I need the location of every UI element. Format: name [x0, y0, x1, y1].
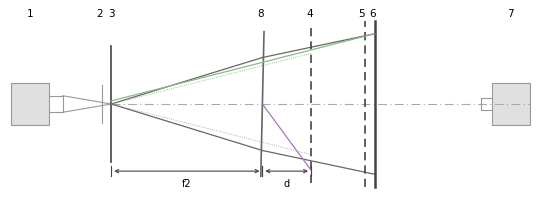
- FancyBboxPatch shape: [11, 83, 49, 125]
- Text: d: d: [283, 180, 290, 189]
- Text: 7: 7: [507, 9, 514, 19]
- Text: 1: 1: [27, 9, 34, 19]
- Text: 8: 8: [257, 9, 263, 19]
- Text: 3: 3: [108, 9, 115, 19]
- Text: f2: f2: [182, 180, 192, 189]
- Text: 4: 4: [306, 9, 313, 19]
- Text: 2: 2: [96, 9, 103, 19]
- FancyBboxPatch shape: [492, 83, 530, 125]
- Text: 6: 6: [370, 9, 377, 19]
- Text: 5: 5: [358, 9, 365, 19]
